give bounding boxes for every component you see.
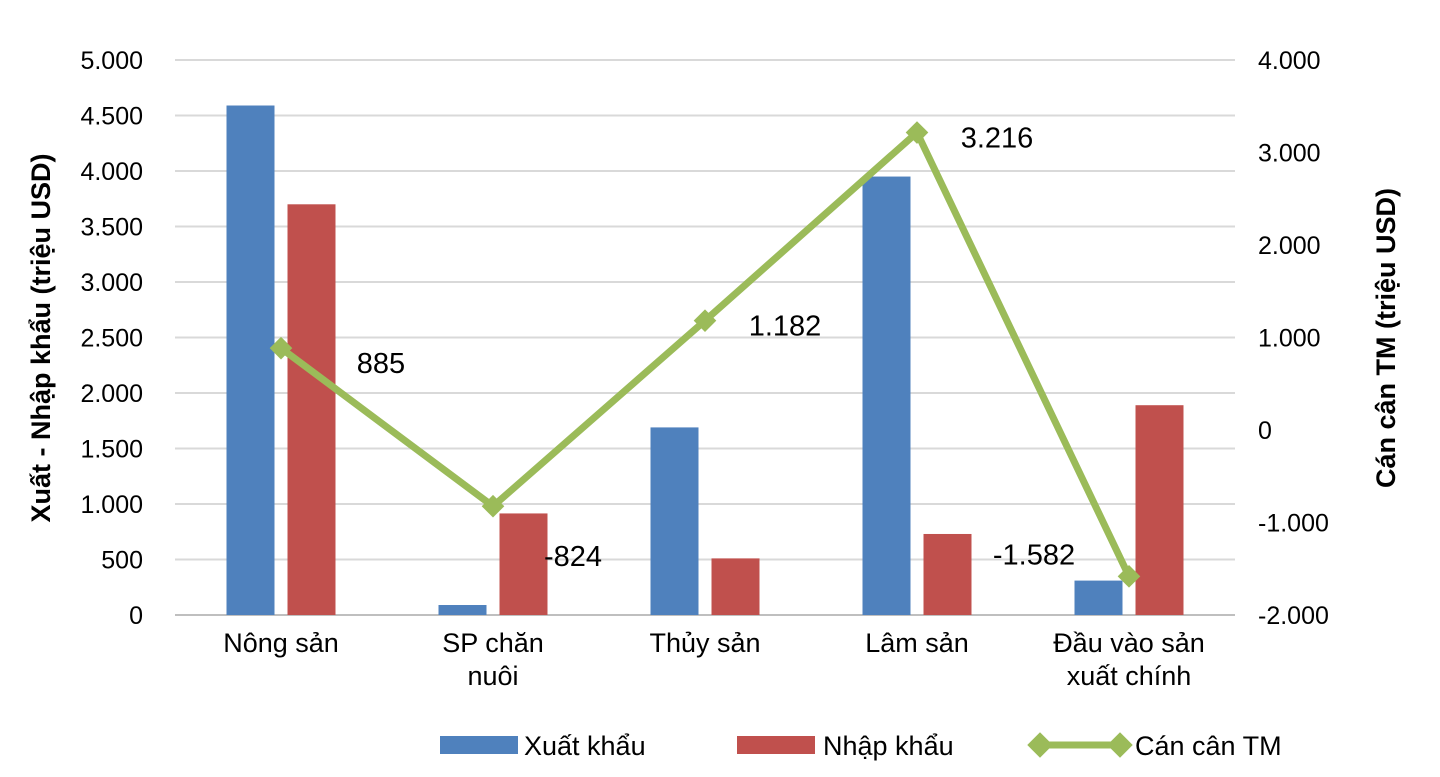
balance-line-path	[278, 129, 1133, 578]
balance-marker	[693, 309, 717, 332]
y-tick-label: 1.500	[80, 436, 143, 464]
bar-export	[1074, 580, 1123, 615]
x-tick-label: xuất chính	[1067, 661, 1192, 691]
bar-import	[923, 533, 972, 615]
gridlines	[175, 59, 1235, 616]
legend-marker-balance	[1027, 732, 1053, 758]
y2-tick-label: -2.000	[1258, 602, 1329, 630]
y2-tick-label: -1.000	[1258, 510, 1329, 538]
balance-data-label: 3.216	[961, 123, 1034, 155]
y-tick-label: 5.000	[80, 47, 143, 75]
y2-tick-label: 1.000	[1258, 325, 1321, 353]
legend-swatch-export	[440, 736, 518, 754]
legend-label-balance: Cán cân TM	[1135, 731, 1282, 761]
x-tick-label: Đầu vào sản	[1053, 628, 1205, 658]
legend-label-import: Nhập khẩu	[823, 731, 954, 761]
y2-tick-label: 4.000	[1258, 47, 1321, 75]
legend-marker-balance	[1107, 732, 1133, 758]
legend-label-export: Xuất khẩu	[524, 731, 646, 761]
y2-axis-title: Cán cân TM (triệu USD)	[1371, 188, 1401, 488]
legend: Xuất khẩu Nhập khẩu Cán cân TM	[440, 731, 1282, 761]
y-tick-label: 4.000	[80, 158, 143, 186]
balance-marker	[1117, 565, 1141, 588]
y-tick-label: 500	[101, 547, 143, 575]
bars	[226, 105, 1184, 616]
x-tick-label: SP chăn	[442, 628, 544, 658]
x-tick-label: Nông sản	[223, 628, 339, 658]
bar-import	[711, 558, 760, 615]
y-tick-label: 1.000	[80, 491, 143, 519]
y-axis-title: Xuất - Nhập khẩu (triệu USD)	[26, 153, 56, 522]
bar-import	[1135, 405, 1184, 615]
y2-tick-label: 2.000	[1258, 232, 1321, 260]
x-tick-label: Lâm sản	[865, 628, 969, 658]
y-tick-label: 0	[129, 602, 143, 630]
tick-labels: 0 500 1.000 1.500 2.000 2.500 3.000 3.500 4.000 4…	[80, 47, 1328, 691]
bar-export	[862, 176, 911, 616]
balance-data-label: -824	[544, 541, 602, 573]
bar-export	[438, 605, 487, 615]
y-tick-label: 2.000	[80, 380, 143, 408]
balance-line: 885 -824 1.182 3.216 -1.582	[269, 121, 1141, 588]
bar-export	[226, 105, 275, 615]
balance-data-label: 885	[357, 348, 405, 380]
balance-data-label: -1.582	[993, 539, 1075, 571]
y-tick-label: 4.500	[80, 103, 143, 131]
x-tick-label: Thủy sản	[649, 628, 760, 658]
bar-export	[650, 427, 699, 615]
y2-tick-label: 0	[1258, 417, 1272, 445]
x-tick-label: nuôi	[467, 661, 518, 691]
y2-tick-label: 3.000	[1258, 140, 1321, 168]
balance-data-label: 1.182	[749, 311, 822, 343]
bar-import	[287, 204, 336, 616]
legend-swatch-import	[737, 736, 815, 754]
y-tick-label: 3.000	[80, 269, 143, 297]
y-tick-label: 3.500	[80, 214, 143, 242]
balance-marker	[269, 336, 293, 360]
bar-import	[499, 513, 548, 615]
y-tick-label: 2.500	[80, 325, 143, 353]
